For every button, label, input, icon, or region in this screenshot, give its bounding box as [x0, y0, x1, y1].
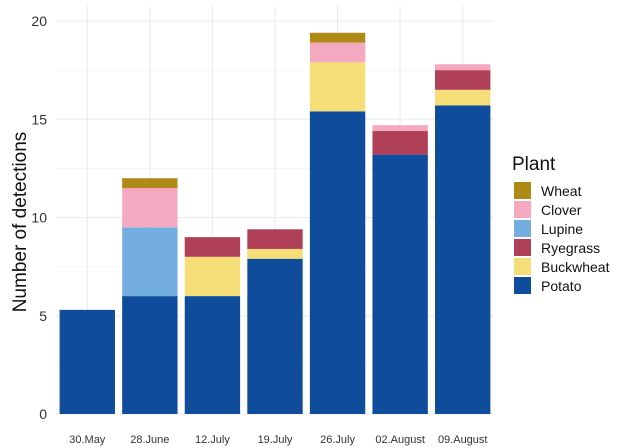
bar-buckwheat-26-july	[309, 62, 366, 112]
bar-ryegrass-19-july	[247, 229, 303, 249]
legend-label-potato: Potato	[541, 278, 582, 294]
bar-potato-02-august	[372, 154, 428, 414]
legend-label-lupine: Lupine	[541, 221, 583, 237]
x-tick-label: 30.May	[69, 434, 106, 446]
legend-key-wheat	[514, 182, 531, 199]
bar-lupine-28-june	[122, 227, 178, 297]
bar-wheat-28-june	[122, 178, 178, 189]
bar-wheat-26-july	[309, 32, 366, 43]
bar-potato-12-july	[184, 296, 241, 414]
legend-label-clover: Clover	[541, 202, 582, 218]
x-tick-label: 02.August	[375, 434, 425, 446]
y-tick-label: 20	[31, 13, 47, 29]
legend: Plant Wheat Clover Lupine Ryegrass Buckwheat…	[512, 154, 610, 294]
legend-label-wheat: Wheat	[541, 183, 582, 199]
legend-label-buckwheat: Buckwheat	[541, 259, 610, 275]
bar-potato-26-july	[309, 111, 366, 414]
bar-buckwheat-19-july	[247, 248, 303, 259]
y-tick-label: 10	[31, 210, 47, 226]
x-tick-label: 12.July	[195, 434, 230, 446]
bar-potato-19-july	[247, 258, 303, 414]
bar-ryegrass-09-august	[435, 70, 491, 90]
y-axis: 0 5 10 15 20	[31, 13, 47, 422]
legend-key-lupine	[514, 220, 531, 237]
bar-clover-02-august	[372, 125, 428, 132]
x-tick-label: 28.June	[130, 434, 169, 446]
x-tick-label: 19.July	[258, 434, 293, 446]
y-tick-label: 0	[39, 406, 47, 422]
legend-key-buckwheat	[514, 258, 531, 275]
legend-label-ryegrass: Ryegrass	[541, 240, 600, 256]
bar-buckwheat-12-july	[184, 256, 241, 297]
x-axis: 30.May 28.June 12.July 19.July 26.July 02.Aug…	[69, 434, 487, 446]
bar-ryegrass-02-august	[372, 131, 428, 155]
bar-clover-09-august	[435, 64, 491, 71]
legend-key-potato	[514, 277, 531, 294]
bar-potato-09-august	[435, 105, 491, 415]
y-tick-label: 15	[31, 111, 47, 127]
legend-key-ryegrass	[514, 239, 531, 256]
bar-buckwheat-09-august	[435, 89, 491, 106]
bar-ryegrass-12-july	[184, 237, 241, 257]
bar-clover-28-june	[122, 188, 178, 228]
y-tick-label: 5	[39, 308, 47, 324]
bars	[59, 32, 491, 415]
bar-potato-28-june	[122, 296, 178, 414]
x-tick-label: 09.August	[438, 434, 488, 446]
y-axis-title: Number of detections	[10, 132, 31, 313]
legend-key-clover	[514, 201, 531, 218]
bar-clover-26-july	[309, 42, 366, 63]
x-tick-label: 26.July	[320, 434, 355, 446]
bar-potato-30-may	[59, 309, 115, 414]
legend-title: Plant	[512, 154, 556, 175]
